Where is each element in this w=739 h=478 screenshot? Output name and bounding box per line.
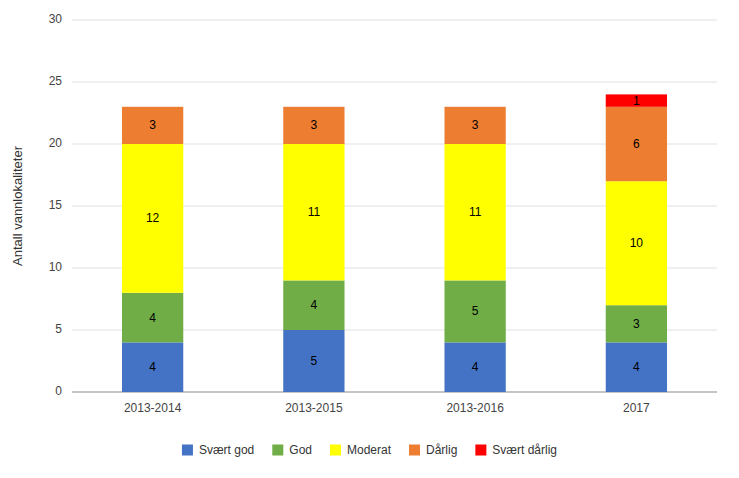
legend-item: Svært dårlig — [475, 443, 557, 457]
data-label: 5 — [472, 304, 479, 318]
data-label: 6 — [633, 137, 640, 151]
bar-segment — [122, 107, 183, 144]
x-tick-label: 2013-2015 — [285, 401, 343, 415]
bar-segment — [122, 106, 183, 107]
legend-swatch — [409, 445, 420, 456]
x-tick-label: 2017 — [623, 401, 650, 415]
legend-swatch — [182, 445, 193, 456]
legend: Svært god God Moderat Dårlig Svært dårlig — [182, 443, 557, 457]
data-label: 4 — [149, 360, 156, 374]
bar-segment — [606, 107, 667, 181]
data-label: 4 — [472, 360, 479, 374]
data-label: 4 — [149, 311, 156, 325]
data-label: 3 — [149, 118, 156, 132]
data-label: 3 — [311, 118, 318, 132]
bar-segment — [122, 342, 183, 392]
bar-segment — [606, 342, 667, 392]
bar-segment — [283, 107, 344, 144]
data-label: 10 — [630, 236, 644, 250]
bar-segment — [606, 94, 667, 106]
data-label: 4 — [633, 360, 640, 374]
data-label: 11 — [469, 205, 482, 219]
legend-swatch — [272, 445, 283, 456]
y-tick-label: 20 — [49, 136, 63, 150]
data-label: 11 — [308, 205, 321, 219]
grid-line — [72, 20, 717, 21]
legend-label: Dårlig — [426, 443, 457, 457]
grid-line — [72, 82, 717, 83]
data-label: 12 — [146, 211, 160, 225]
chart: 0 5 10 15 20 25 30 4 5 4 4 4 4 5 3 12 11 11 10 3 3 3 6 1 2013-20… — [0, 0, 739, 478]
grid — [72, 20, 717, 392]
legend-item: Svært god — [182, 443, 254, 457]
data-label: 3 — [472, 118, 479, 132]
bar-segment — [444, 342, 505, 392]
data-labels: 4 5 4 4 4 4 5 3 12 11 11 10 3 3 3 6 1 — [146, 94, 643, 375]
bar-segment — [606, 181, 667, 305]
legend-label: Svært dårlig — [492, 443, 557, 457]
bar-segment — [444, 107, 505, 144]
y-axis-label: Antall vannlokaliteter — [10, 145, 25, 266]
data-label: 5 — [311, 354, 318, 368]
y-tick-label: 5 — [55, 322, 62, 336]
y-tick-label: 30 — [49, 12, 63, 26]
bar-segment — [283, 106, 344, 107]
x-tick-label: 2013-2014 — [124, 401, 182, 415]
bar-segment — [283, 280, 344, 330]
legend-item: Dårlig — [409, 443, 457, 457]
bar-segment — [606, 305, 667, 342]
bars — [122, 94, 667, 392]
data-label: 3 — [633, 317, 640, 331]
x-tick-label: 2013-2016 — [446, 401, 504, 415]
bar-segment — [444, 144, 505, 280]
bar-segment — [283, 330, 344, 392]
legend-item: God — [272, 443, 312, 457]
legend-label: God — [289, 443, 312, 457]
legend-swatch — [475, 445, 486, 456]
legend-label: Svært god — [199, 443, 254, 457]
legend-item: Moderat — [330, 443, 392, 457]
bar-segment — [444, 280, 505, 342]
bar-segment — [122, 293, 183, 343]
y-tick-label: 0 — [55, 384, 62, 398]
legend-swatch — [330, 445, 341, 456]
legend-label: Moderat — [347, 443, 392, 457]
bar-segment — [283, 144, 344, 280]
bar-segment — [444, 106, 505, 107]
data-label: 1 — [633, 94, 640, 108]
y-tick-label: 10 — [49, 260, 63, 274]
data-label: 4 — [311, 298, 318, 312]
bar-segment — [122, 144, 183, 293]
y-tick-label: 15 — [49, 198, 63, 212]
y-tick-label: 25 — [49, 74, 63, 88]
